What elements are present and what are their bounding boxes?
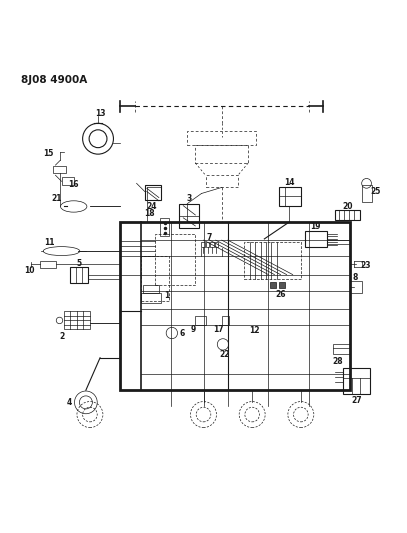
Bar bbox=[222, 317, 229, 325]
Bar bbox=[40, 261, 56, 268]
Text: 9: 9 bbox=[191, 325, 196, 334]
Text: 22: 22 bbox=[219, 350, 230, 359]
Text: 23: 23 bbox=[361, 261, 371, 270]
Bar bbox=[63, 311, 90, 329]
Text: 8: 8 bbox=[353, 273, 358, 282]
Text: 14: 14 bbox=[284, 177, 295, 187]
Text: 19: 19 bbox=[311, 222, 321, 231]
Bar bbox=[206, 175, 238, 188]
Bar bbox=[179, 204, 199, 228]
Bar bbox=[70, 268, 88, 282]
Bar bbox=[201, 242, 205, 247]
Text: 20: 20 bbox=[342, 202, 353, 211]
Text: 21: 21 bbox=[51, 194, 61, 203]
Bar bbox=[350, 281, 362, 293]
Text: 13: 13 bbox=[95, 109, 105, 118]
Text: 10: 10 bbox=[25, 266, 35, 275]
Text: 15: 15 bbox=[43, 149, 53, 158]
Bar bbox=[278, 188, 301, 206]
Bar bbox=[195, 317, 206, 325]
Text: 16: 16 bbox=[68, 180, 79, 189]
Bar bbox=[143, 285, 159, 293]
Text: 4: 4 bbox=[67, 398, 72, 407]
Bar bbox=[155, 234, 195, 285]
Bar bbox=[120, 222, 350, 390]
Text: 6: 6 bbox=[179, 328, 185, 337]
Bar bbox=[187, 131, 256, 145]
Bar bbox=[333, 344, 350, 354]
Bar bbox=[335, 209, 360, 220]
Bar bbox=[305, 231, 327, 247]
Bar bbox=[210, 242, 214, 247]
Text: 2: 2 bbox=[59, 332, 64, 341]
Bar bbox=[244, 242, 301, 279]
Text: 26: 26 bbox=[275, 290, 285, 300]
Text: 8J08 4900A: 8J08 4900A bbox=[21, 75, 87, 85]
Text: 27: 27 bbox=[352, 396, 362, 405]
Text: 1: 1 bbox=[164, 291, 170, 300]
Bar bbox=[279, 282, 284, 288]
Text: 7: 7 bbox=[206, 233, 212, 242]
Bar bbox=[53, 166, 66, 173]
Text: 18: 18 bbox=[144, 209, 155, 219]
Bar bbox=[141, 256, 169, 301]
Bar bbox=[195, 145, 248, 163]
Text: 25: 25 bbox=[371, 187, 381, 196]
Bar bbox=[215, 242, 218, 247]
Bar bbox=[270, 282, 276, 288]
Text: 3: 3 bbox=[187, 194, 192, 203]
Bar bbox=[344, 368, 370, 394]
Bar bbox=[160, 218, 169, 236]
Bar bbox=[362, 185, 372, 201]
Bar bbox=[61, 177, 74, 185]
Text: 12: 12 bbox=[249, 326, 259, 335]
Text: 17: 17 bbox=[214, 325, 224, 334]
Bar bbox=[144, 185, 161, 199]
Bar bbox=[206, 242, 209, 247]
Text: 11: 11 bbox=[44, 238, 55, 247]
Text: 24: 24 bbox=[147, 203, 157, 212]
Bar bbox=[141, 293, 161, 303]
Text: 28: 28 bbox=[332, 357, 343, 366]
Text: 5: 5 bbox=[76, 259, 81, 268]
